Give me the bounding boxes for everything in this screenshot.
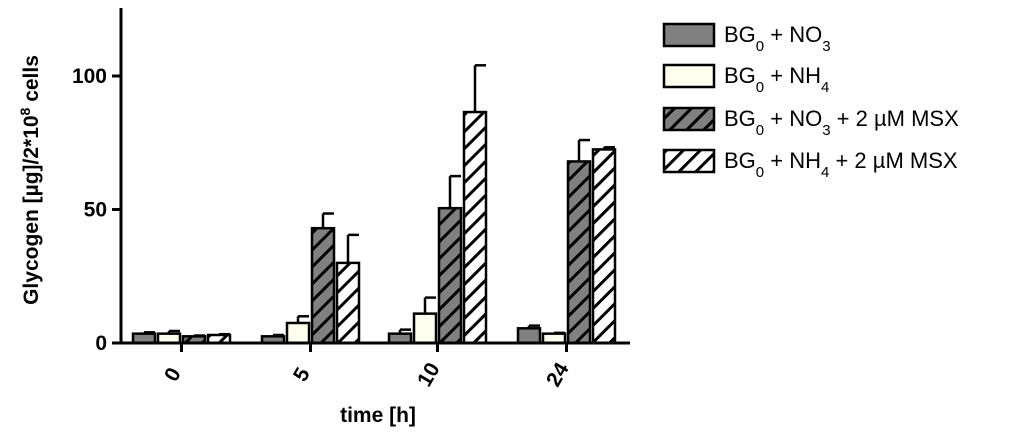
legend-swatch-2: [662, 63, 716, 89]
legend-label-2: BG0 + NH4: [724, 63, 829, 96]
y-axis-title-exponent: 8: [17, 107, 33, 115]
y-axis-title: Glycogen [µg]/2*108 cells: [17, 55, 43, 305]
bars-layer: [131, 64, 617, 345]
y-tick-label-50: 50: [84, 199, 107, 222]
y-tick-label-0: 0: [95, 332, 107, 355]
bar-s4-5: [335, 261, 361, 345]
bar-s3-10: [437, 206, 463, 345]
legend-swatch-3: [662, 106, 716, 132]
bar-s2-5: [285, 321, 311, 345]
x-tick-label-0: 0: [160, 364, 186, 386]
y-tick-label-100: 100: [72, 65, 107, 88]
legend-label-4: BG0 + NH4 + 2 µM MSX: [724, 148, 958, 181]
bar-s3-5: [310, 226, 336, 345]
legend-swatch-4: [662, 148, 716, 174]
bar-s3-24: [566, 160, 592, 345]
axes-layer: 0 50 100 0 5 10 24: [72, 8, 630, 391]
x-tick-label-10: 10: [413, 359, 445, 391]
legend: BG0 + NO3 BG0 + NH4 BG0 + NO3 + 2 µM MSX BG…: [662, 22, 959, 181]
y-axis-title-main: Glycogen [µg]/2*10: [20, 115, 43, 304]
y-axis-title-unit: cells: [20, 55, 43, 108]
bar-s4-10: [462, 110, 488, 345]
bar-s1-24: [516, 327, 542, 345]
x-axis-title: time [h]: [340, 404, 416, 427]
x-tick-label-24: 24: [542, 359, 574, 391]
bar-s2-10: [412, 312, 438, 345]
legend-swatch-1: [662, 22, 716, 48]
bar-s4-24: [591, 148, 617, 345]
legend-label-3: BG0 + NO3 + 2 µM MSX: [724, 106, 959, 139]
x-tick-label-5: 5: [289, 364, 315, 386]
legend-label-1: BG0 + NO3: [724, 22, 831, 55]
